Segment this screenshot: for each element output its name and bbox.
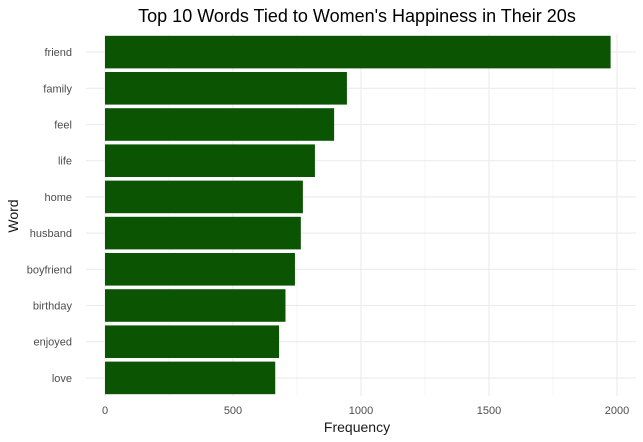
x-axis-title: Frequency <box>324 419 390 435</box>
x-tick-label-1000: 1000 <box>349 405 373 417</box>
y-tick-label-family: family <box>43 83 72 95</box>
y-tick-label-life: life <box>58 156 72 168</box>
y-tick-label-home: home <box>44 192 72 204</box>
x-tick-label-2000: 2000 <box>605 405 629 417</box>
bar-friend <box>105 35 611 69</box>
bar-love <box>105 361 276 395</box>
bar-home <box>105 180 303 214</box>
y-tick-label-birthday: birthday <box>33 301 73 313</box>
y-tick-label-friend: friend <box>44 47 72 59</box>
y-tick-label-husband: husband <box>30 228 72 240</box>
x-tick-label-0: 0 <box>102 405 108 417</box>
y-tick-label-enjoyed: enjoyed <box>33 337 72 349</box>
y-tick-labels: friend family feel life home husband boyfriend… <box>27 47 73 385</box>
bar-feel <box>105 108 335 141</box>
y-tick-label-love: love <box>52 373 72 385</box>
bar-husband <box>105 216 301 250</box>
bar-boyfriend <box>105 253 295 286</box>
x-tick-label-500: 500 <box>224 405 242 417</box>
bar-birthday <box>105 289 286 322</box>
bar-enjoyed <box>105 325 280 358</box>
y-tick-label-boyfriend: boyfriend <box>27 264 72 276</box>
bars <box>105 35 611 395</box>
y-tick-label-feel: feel <box>54 120 72 132</box>
chart-title: Top 10 Words Tied to Women's Happiness i… <box>138 6 576 26</box>
x-tick-label-1500: 1500 <box>477 405 501 417</box>
bar-life <box>105 144 315 177</box>
bar-family <box>105 72 347 105</box>
y-axis-title: Word <box>5 199 21 232</box>
x-tick-labels: 0 500 1000 1500 2000 <box>102 405 629 417</box>
